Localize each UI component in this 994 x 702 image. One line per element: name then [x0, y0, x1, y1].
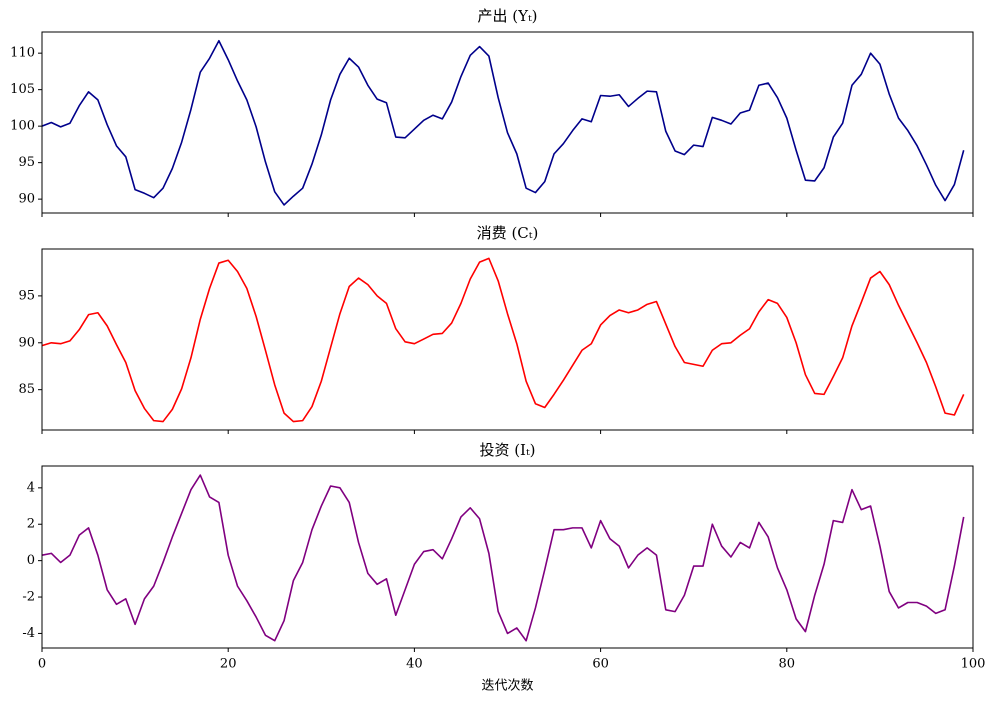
axes-frame	[41, 31, 974, 214]
x-axis-label: 迭代次数	[481, 678, 533, 694]
y-tick-label: -4	[22, 626, 35, 641]
data-line	[41, 257, 965, 423]
y-tick-label: 95	[18, 155, 35, 170]
y-tick-label: 90	[18, 335, 35, 350]
axes-frame	[41, 248, 974, 431]
x-tick-label: 100	[961, 657, 986, 672]
x-tick-label: 20	[220, 657, 237, 672]
y-tick-label: 95	[18, 288, 35, 303]
data-line	[41, 474, 965, 642]
y-tick-label: 105	[10, 82, 35, 97]
y-tick-label: 100	[10, 119, 35, 134]
x-tick-label: 60	[592, 657, 609, 672]
x-tick-label: 0	[38, 657, 46, 672]
y-tick-label: 0	[27, 553, 35, 568]
axes-frame	[41, 465, 974, 649]
y-tick-label: 85	[18, 382, 35, 397]
y-tick-label: 2	[27, 517, 35, 532]
subplot-title: 产出 (Yₜ)	[477, 7, 537, 25]
x-tick-label: 40	[406, 657, 423, 672]
x-tick-label: 80	[779, 657, 796, 672]
subplot-title: 投资 (Iₜ)	[479, 441, 535, 459]
y-tick-label: 4	[27, 480, 35, 495]
data-line	[41, 39, 965, 206]
y-tick-label: 90	[18, 192, 35, 207]
y-tick-label: 110	[10, 46, 35, 61]
y-tick-label: -2	[22, 590, 35, 605]
subplot-title: 消费 (Cₜ)	[477, 224, 539, 242]
